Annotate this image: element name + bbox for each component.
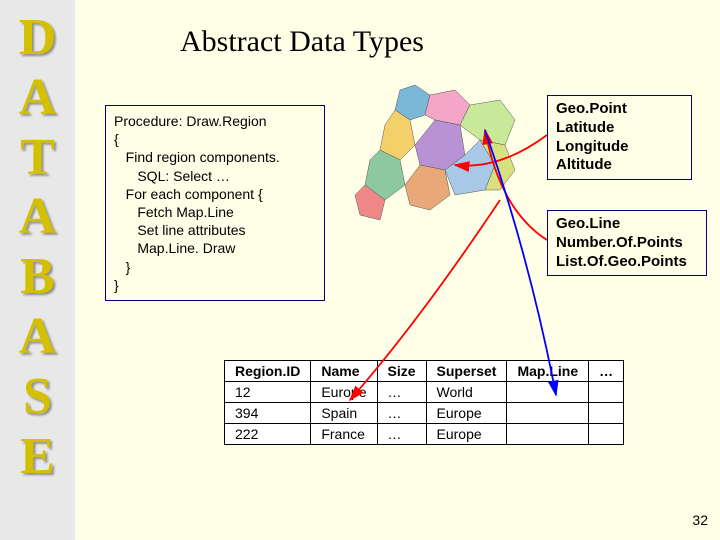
table-cell: Europe: [426, 424, 507, 445]
table-cell: [507, 403, 589, 424]
code-line: }: [114, 276, 316, 294]
table-header: …: [589, 361, 624, 382]
table-cell: 394: [225, 403, 311, 424]
geoline-field: List.Of.Geo.Points: [556, 253, 698, 272]
code-line: {: [114, 130, 316, 148]
table-cell: Europe: [311, 382, 377, 403]
page-title: Abstract Data Types: [180, 25, 424, 59]
geopoint-box: Geo.PointLatitudeLongitudeAltitude: [547, 95, 692, 180]
table-cell: [589, 403, 624, 424]
geopoint-title: Geo.Point: [556, 100, 683, 119]
table-cell: 12: [225, 382, 311, 403]
code-line: For each component {: [114, 185, 316, 203]
map-illustration: [340, 70, 530, 240]
geoline-title: Geo.Line: [556, 215, 698, 234]
sidebar-letter: A: [19, 187, 57, 247]
table-row: 394Spain…Europe: [225, 403, 624, 424]
table-cell: [507, 382, 589, 403]
code-line: }: [114, 258, 316, 276]
table-header: Region.ID: [225, 361, 311, 382]
geopoint-field: Latitude: [556, 119, 683, 138]
table-cell: World: [426, 382, 507, 403]
table-cell: [589, 382, 624, 403]
table-header: Superset: [426, 361, 507, 382]
table-cell: …: [377, 403, 426, 424]
table-header: Name: [311, 361, 377, 382]
code-line: Fetch Map.Line: [114, 203, 316, 221]
geopoint-field: Longitude: [556, 138, 683, 157]
code-line: Map.Line. Draw: [114, 239, 316, 257]
code-line: Find region components.: [114, 148, 316, 166]
sidebar-letter: S: [23, 367, 52, 427]
table-header: Size: [377, 361, 426, 382]
table-row: 222France…Europe: [225, 424, 624, 445]
sidebar: DATABASE: [0, 0, 75, 540]
table-cell: [589, 424, 624, 445]
sidebar-letter: T: [20, 128, 55, 188]
table-cell: …: [377, 424, 426, 445]
geopoint-field: Altitude: [556, 156, 683, 175]
table-cell: 222: [225, 424, 311, 445]
page-number: 32: [692, 512, 708, 528]
sidebar-letter: E: [20, 427, 55, 487]
geoline-box: Geo.LineNumber.Of.PointsList.Of.Geo.Poin…: [547, 210, 707, 276]
code-line: Set line attributes: [114, 221, 316, 239]
table-cell: Spain: [311, 403, 377, 424]
region-table: Region.IDNameSizeSupersetMap.Line…12Euro…: [224, 360, 624, 445]
sidebar-letter: A: [19, 68, 57, 128]
sidebar-letter: D: [19, 8, 57, 68]
table-cell: [507, 424, 589, 445]
code-line: SQL: Select …: [114, 167, 316, 185]
sidebar-letter: B: [20, 247, 55, 307]
table-cell: France: [311, 424, 377, 445]
table-header: Map.Line: [507, 361, 589, 382]
procedure-box: Procedure: Draw.Region{ Find region comp…: [105, 105, 325, 301]
code-line: Procedure: Draw.Region: [114, 112, 316, 130]
table-cell: …: [377, 382, 426, 403]
sidebar-letter: A: [19, 307, 57, 367]
table-row: 12Europe…World: [225, 382, 624, 403]
table-cell: Europe: [426, 403, 507, 424]
geoline-field: Number.Of.Points: [556, 234, 698, 253]
